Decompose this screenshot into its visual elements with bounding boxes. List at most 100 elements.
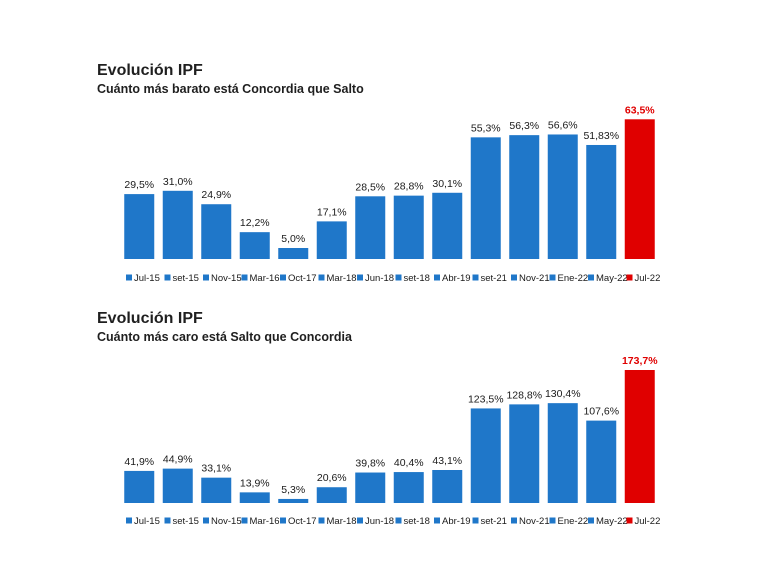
- bar-jul-22: [624, 119, 655, 259]
- legend-swatch: [588, 274, 594, 281]
- bar-mar-18: [316, 221, 347, 259]
- legend-swatch: [280, 274, 286, 281]
- bar-jul-22: [624, 369, 655, 503]
- data-label: 51,83%: [583, 130, 619, 142]
- data-label: 20,6%: [317, 472, 347, 484]
- legend-label: set-18: [404, 516, 430, 527]
- data-label: 28,5%: [355, 181, 385, 193]
- legend-label: set-21: [481, 516, 507, 527]
- data-label: 107,6%: [583, 406, 619, 418]
- legend-swatch: [395, 274, 402, 281]
- data-label: 17,1%: [317, 206, 347, 218]
- bar-mar-18: [316, 487, 347, 503]
- bar-may-22: [586, 420, 617, 503]
- legend-label: Mar-18: [327, 273, 357, 284]
- legend-swatch: [318, 517, 325, 524]
- legend-swatch: [511, 274, 517, 281]
- data-label: 123,5%: [468, 393, 504, 405]
- legend-label: Jun-18: [365, 516, 394, 527]
- legend-label: Oct-17: [288, 516, 317, 527]
- legend-label: Oct-17: [288, 273, 317, 284]
- legend-swatch: [626, 274, 633, 281]
- data-label: 33,1%: [201, 463, 231, 475]
- bar-jun-18: [355, 472, 386, 503]
- legend-label: Mar-16: [250, 516, 280, 527]
- legend-swatch: [472, 274, 479, 281]
- legend-swatch: [241, 274, 248, 281]
- chart-panel-concordia-cheaper: 29,5% Jul-15 31,0% set-15 24,9% Nov-15 12,2% Ma…: [97, 62, 661, 284]
- bar-nov-15: [201, 477, 232, 503]
- legend-swatch: [164, 274, 171, 281]
- bar-ene-22: [547, 403, 578, 503]
- legend-label: set-15: [173, 516, 199, 527]
- bar-nov-21: [509, 404, 540, 503]
- chart-subtitle: Cuánto más caro está Salto que Concordia: [97, 330, 352, 344]
- legend-label: Abr-19: [442, 273, 471, 284]
- data-label: 41,9%: [124, 456, 154, 468]
- bar-jul-15: [124, 194, 155, 259]
- data-label: 31,0%: [163, 176, 193, 188]
- legend-swatch: [164, 517, 171, 524]
- bar-may-22: [586, 144, 617, 259]
- bar-set-21: [470, 408, 501, 503]
- legend-swatch: [203, 517, 209, 524]
- legend-swatch: [203, 274, 209, 281]
- data-label: 5,3%: [281, 484, 305, 496]
- bar-mar-16: [239, 492, 270, 503]
- legend-label: May-22: [596, 516, 628, 527]
- legend-label: Mar-18: [327, 516, 357, 527]
- legend-label: Jun-18: [365, 273, 394, 284]
- bar-set-15: [162, 468, 193, 503]
- bar-nov-15: [201, 204, 232, 259]
- legend-label: Jul-22: [635, 273, 661, 284]
- legend-swatch: [280, 517, 286, 524]
- bar-chart-salto-pricier: 41,9% Jul-15 44,9% set-15 33,1% Nov-15 13,9% Ma…: [124, 355, 661, 527]
- data-label: 63,5%: [625, 104, 655, 116]
- legend-label: Mar-16: [250, 273, 280, 284]
- data-label: 55,3%: [471, 122, 501, 134]
- bar-oct-17: [278, 498, 309, 503]
- chart-panel-salto-pricier: 41,9% Jul-15 44,9% set-15 33,1% Nov-15 13,9% Ma…: [0, 292, 768, 576]
- data-label: 13,9%: [240, 477, 270, 489]
- bar-oct-17: [278, 248, 309, 259]
- data-label: 56,3%: [509, 120, 539, 132]
- legend-label: Jul-15: [134, 273, 160, 284]
- data-label: 24,9%: [201, 189, 231, 201]
- bar-set-21: [470, 137, 501, 259]
- legend-swatch: [472, 517, 479, 524]
- chart-title: Evolución IPF: [97, 62, 203, 79]
- bar-abr-19: [432, 469, 463, 503]
- legend-swatch: [395, 517, 402, 524]
- bar-jun-18: [355, 196, 386, 259]
- data-label: 28,8%: [394, 181, 424, 193]
- legend-label: May-22: [596, 273, 628, 284]
- legend-swatch: [434, 274, 440, 281]
- legend-label: set-15: [173, 273, 199, 284]
- legend-swatch: [318, 274, 325, 281]
- legend-swatch: [511, 517, 517, 524]
- data-label: 39,8%: [355, 458, 385, 470]
- legend-label: Abr-19: [442, 516, 471, 527]
- legend-swatch: [549, 517, 556, 524]
- legend-label: Nov-15: [211, 516, 242, 527]
- legend-label: Ene-22: [558, 273, 589, 284]
- data-label: 173,7%: [622, 355, 658, 367]
- bar-abr-19: [432, 192, 463, 259]
- chart-title: Evolución IPF: [97, 310, 203, 327]
- bar-jul-15: [124, 470, 155, 503]
- data-label: 29,5%: [124, 179, 154, 191]
- data-label: 130,4%: [545, 388, 581, 400]
- data-label: 5,0%: [281, 233, 305, 245]
- legend-label: set-18: [404, 273, 430, 284]
- legend-label: Nov-21: [519, 273, 550, 284]
- data-label: 56,6%: [548, 119, 578, 131]
- bar-chart-concordia-cheaper: 29,5% Jul-15 31,0% set-15 24,9% Nov-15 12,2% Ma…: [124, 104, 661, 284]
- legend-swatch: [357, 517, 363, 524]
- bar-nov-21: [509, 135, 540, 259]
- bar-set-18: [393, 195, 424, 259]
- legend-swatch: [241, 517, 248, 524]
- legend-label: Jul-22: [635, 516, 661, 527]
- data-label: 12,2%: [240, 217, 270, 229]
- bar-mar-16: [239, 232, 270, 259]
- legend-label: Nov-21: [519, 516, 550, 527]
